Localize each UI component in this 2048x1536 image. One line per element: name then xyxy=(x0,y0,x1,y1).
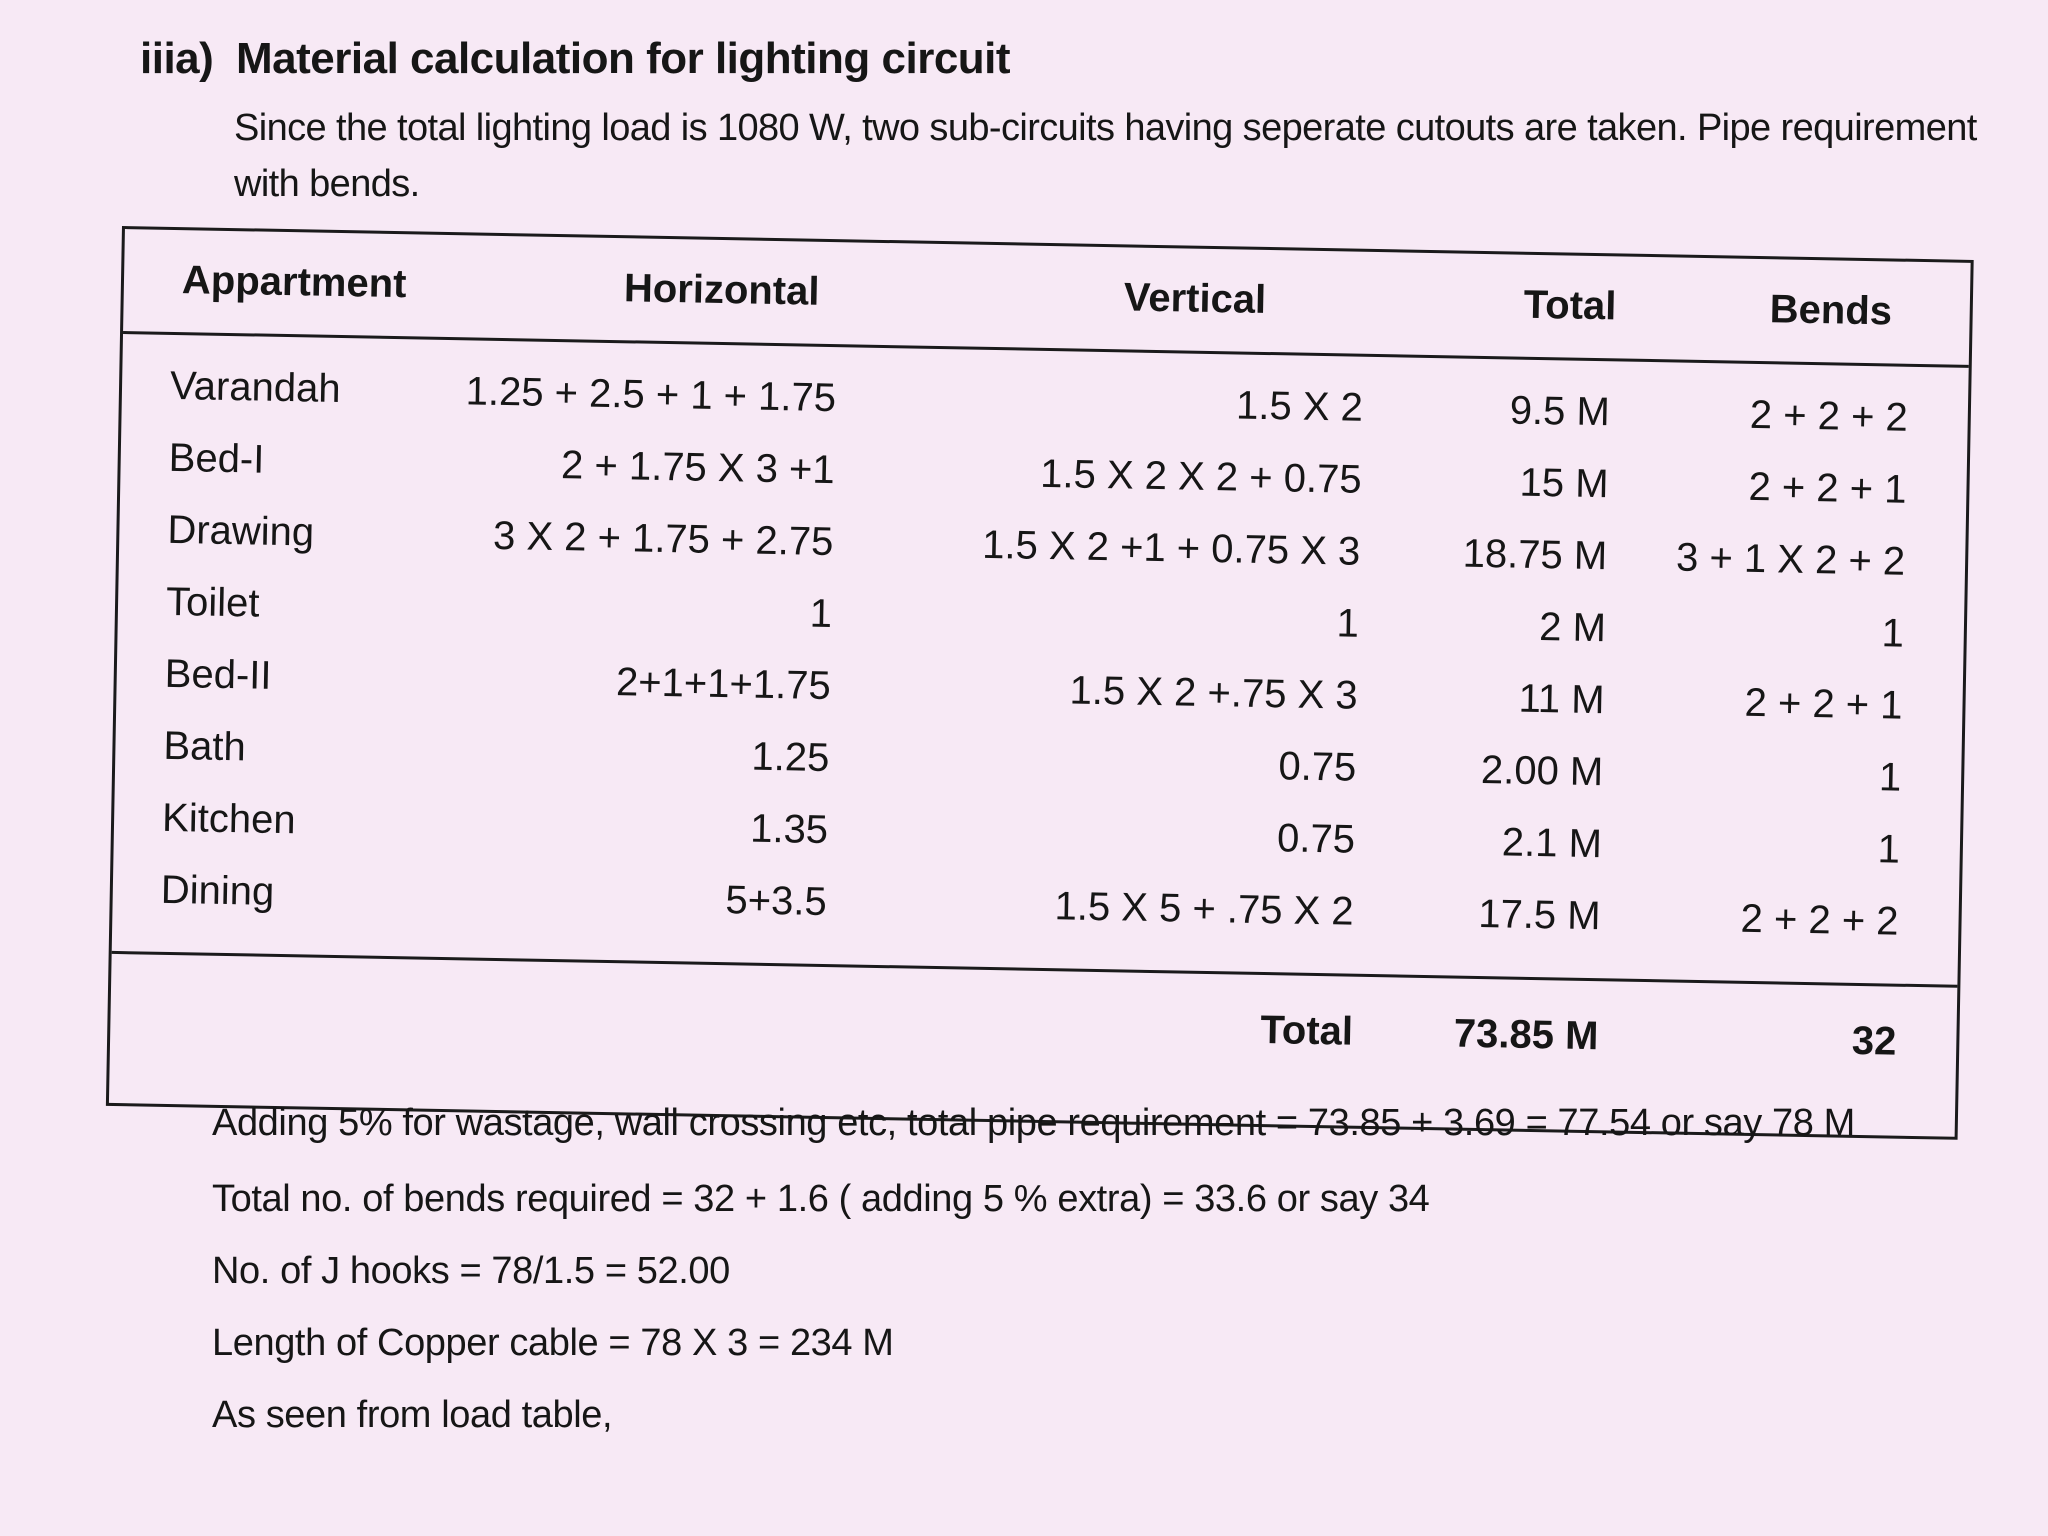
note-load-table: As seen from load table, xyxy=(212,1394,613,1436)
cell-vertical: 1.5 X 2 xyxy=(1235,383,1364,430)
header-appartment: Appartment xyxy=(181,258,407,307)
calculation-notes: Adding 5% for wastage, wall crossing etc… xyxy=(212,1098,1992,1440)
section-title: Material calculation for lighting circui… xyxy=(236,34,1011,83)
cell-bends: 3 + 1 X 2 + 2 xyxy=(1675,535,1906,584)
cell-bends: 2 + 2 + 1 xyxy=(1744,680,1903,728)
cell-total: 15 M xyxy=(1519,460,1609,507)
cell-bends: 2 + 2 + 2 xyxy=(1740,896,1899,944)
cell-total: 11 M xyxy=(1518,676,1605,723)
cell-total: 9.5 M xyxy=(1509,388,1611,435)
cell-total: 2.00 M xyxy=(1480,747,1604,795)
cell-appartment: Varandah xyxy=(169,363,341,412)
cell-horizontal: 2+1+1+1.75 xyxy=(615,660,832,709)
cell-appartment: Toilet xyxy=(165,579,260,626)
cell-vertical: 0.75 xyxy=(1276,816,1356,862)
cell-appartment: Bath xyxy=(163,723,247,770)
section-number: iiia) xyxy=(140,34,214,83)
cell-vertical: 1.5 X 2 +1 + 0.75 X 3 xyxy=(981,522,1361,574)
cell-horizontal: 2 + 1.75 X 3 +1 xyxy=(560,443,836,493)
section-heading: iiia) Material calculation for lighting c… xyxy=(140,34,1011,84)
footer-total-bends: 32 xyxy=(1851,1018,1897,1064)
cell-bends: 2 + 2 + 1 xyxy=(1748,464,1907,512)
footer-divider xyxy=(111,950,1958,988)
header-vertical: Vertical xyxy=(1123,275,1267,322)
intro-paragraph: Since the total lighting load is 1080 W,… xyxy=(234,107,1977,205)
cell-appartment: Dining xyxy=(160,867,275,914)
cell-horizontal: 1 xyxy=(809,591,833,637)
cell-bends: 1 xyxy=(1877,827,1901,872)
cell-bends: 2 + 2 + 2 xyxy=(1749,392,1909,440)
cell-bends: 1 xyxy=(1881,611,1905,656)
note-copper-cable: Length of Copper cable = 78 X 3 = 234 M xyxy=(212,1322,894,1364)
header-total: Total xyxy=(1523,282,1617,329)
cell-vertical: 1 xyxy=(1336,601,1360,646)
cell-total: 18.75 M xyxy=(1462,531,1608,579)
note-pipe-requirement: Adding 5% for wastage, wall crossing etc… xyxy=(212,1102,1855,1144)
footer-total-label: Total xyxy=(1260,1008,1354,1054)
cell-total: 2.1 M xyxy=(1501,820,1603,867)
header-horizontal: Horizontal xyxy=(623,266,820,314)
cell-total: 17.5 M xyxy=(1477,891,1602,939)
cell-appartment: Drawing xyxy=(167,507,315,555)
cell-appartment: Bed-I xyxy=(168,435,265,482)
cell-vertical: 1.5 X 2 +.75 X 3 xyxy=(1069,668,1359,718)
cell-bends: 1 xyxy=(1878,755,1902,800)
cell-horizontal: 1.25 xyxy=(751,734,830,781)
cell-total: 2 M xyxy=(1538,605,1607,651)
cell-vertical: 0.75 xyxy=(1278,744,1357,790)
cell-horizontal: 5+3.5 xyxy=(725,878,828,925)
cell-appartment: Bed-II xyxy=(164,651,272,698)
note-j-hooks: No. of J hooks = 78/1.5 = 52.00 xyxy=(212,1250,730,1292)
footer-total-length: 73.85 M xyxy=(1453,1011,1599,1059)
cell-vertical: 1.5 X 2 X 2 + 0.75 xyxy=(1039,451,1362,502)
cell-horizontal: 3 X 2 + 1.75 + 2.75 xyxy=(492,513,834,565)
pipe-requirement-table: Appartment Horizontal Vertical Total Ben… xyxy=(105,226,1974,1140)
header-divider xyxy=(123,331,1969,368)
cell-horizontal: 1.35 xyxy=(749,806,829,853)
cell-vertical: 1.5 X 5 + .75 X 2 xyxy=(1054,884,1355,934)
cell-horizontal: 1.25 + 2.5 + 1 + 1.75 xyxy=(465,369,837,421)
header-bends: Bends xyxy=(1769,287,1893,334)
note-bends-required: Total no. of bends required = 32 + 1.6 (… xyxy=(212,1178,1430,1220)
cell-appartment: Kitchen xyxy=(161,795,296,843)
